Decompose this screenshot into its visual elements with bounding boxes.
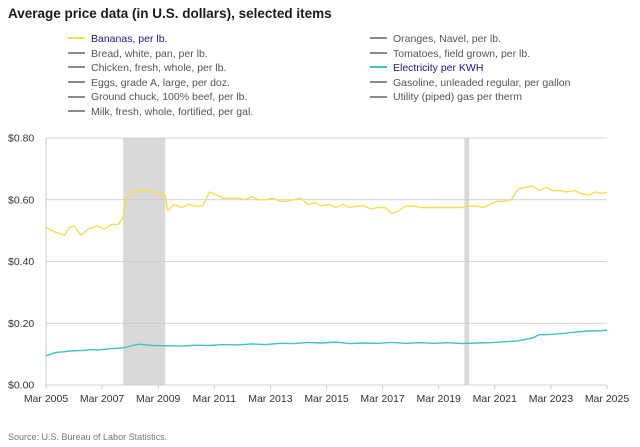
x-tick-label: Mar 2005 [24, 393, 69, 405]
legend-item[interactable]: Bananas, per lb. [68, 33, 167, 45]
series-lines [45, 185, 608, 357]
legend-item[interactable]: Utility (piped) gas per therm [370, 91, 522, 103]
legend-label: Milk, fresh, whole, fortified, per gal. [91, 106, 254, 118]
legend-label: Bananas, per lb. [91, 33, 168, 45]
y-tick-label: $0.40 [8, 256, 34, 268]
legend-swatch [68, 81, 85, 84]
y-tick-label: $0.00 [8, 380, 34, 392]
legend-item[interactable]: Electricity per KWH [370, 62, 483, 74]
legend-label: Bread, white, pan, per lb. [91, 47, 208, 60]
legend-label: Ground chuck, 100% beef, per lb. [91, 91, 248, 104]
legend-label: Chicken, fresh, whole, per lb. [91, 62, 227, 75]
legend-label: Electricity per KWH [393, 62, 484, 75]
legend-item[interactable]: Oranges, Navel, per lb. [370, 33, 501, 45]
legend-swatch [370, 37, 387, 40]
legend-item[interactable]: Ground chuck, 100% beef, per lb. [68, 91, 247, 103]
legend-label: Oranges, Navel, per lb. [393, 33, 501, 45]
x-tick-label: Mar 2013 [248, 393, 293, 405]
line-chart: $0.00 $0.20 $0.40 $0.60 $0.80 Mar 2005 Mar 200… [8, 133, 629, 406]
legend-swatch [370, 95, 387, 98]
x-tick-label: Mar 2021 [473, 393, 518, 405]
x-tick-label: Mar 2017 [360, 393, 405, 405]
legend-item[interactable]: Gasoline, unleaded regular, per gallon [370, 77, 570, 89]
legend-label: Eggs, grade A, large, per doz. [91, 76, 230, 89]
legend-item[interactable]: Tomatoes, field grown, per lb. [370, 48, 530, 60]
legend-label: Gasoline, unleaded regular, per gallon [393, 76, 571, 89]
legend-swatch [68, 37, 85, 40]
legend-item[interactable]: Milk, fresh, whole, fortified, per gal. [68, 106, 253, 118]
legend-swatch [370, 66, 387, 69]
x-tick-label: Mar 2023 [529, 393, 574, 405]
axes: $0.00 $0.20 $0.40 $0.60 $0.80 Mar 2005 Mar 200… [8, 133, 629, 406]
legend-swatch [68, 51, 85, 54]
series-line-electricity [45, 329, 608, 357]
y-tick-label: $0.80 [8, 133, 34, 145]
legend-label: Tomatoes, field grown, per lb. [393, 47, 531, 60]
legend-item[interactable]: Eggs, grade A, large, per doz. [68, 77, 230, 89]
x-tick-label: Mar 2015 [304, 393, 349, 405]
y-tick-label: $0.20 [8, 318, 34, 330]
legend-swatch [68, 110, 85, 113]
series-line-bananas [45, 185, 608, 237]
x-tick-label: Mar 2025 [585, 393, 630, 405]
x-tick-label: Mar 2007 [80, 393, 125, 405]
legend-swatch [68, 95, 85, 98]
legend-swatch [370, 81, 387, 84]
legend-item[interactable]: Bread, white, pan, per lb. [68, 48, 208, 60]
source-note: Source: U.S. Bureau of Labor Statistics. [8, 432, 168, 442]
legend-label: Utility (piped) gas per therm [393, 91, 522, 104]
y-tick-label: $0.60 [8, 194, 34, 206]
x-tick-label: Mar 2009 [136, 393, 181, 405]
chart-title: Average price data (in U.S. dollars), se… [8, 6, 332, 21]
legend-swatch [68, 66, 85, 69]
x-tick-label: Mar 2011 [193, 393, 237, 405]
legend-item[interactable]: Chicken, fresh, whole, per lb. [68, 62, 226, 74]
legend-swatch [370, 51, 387, 54]
x-tick-label: Mar 2019 [417, 393, 462, 405]
